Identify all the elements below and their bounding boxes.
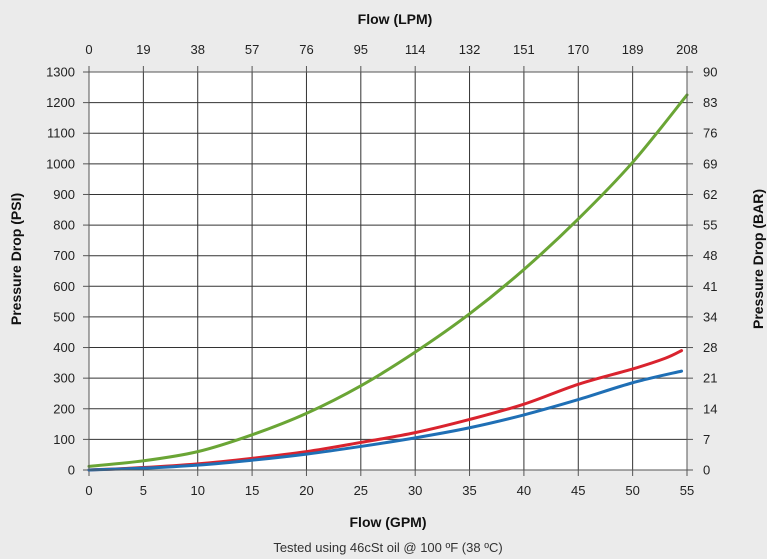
x-tick-label: 55 (680, 483, 694, 498)
y2-tick-label: 55 (703, 218, 717, 233)
y-tick-label: 200 (53, 401, 75, 416)
y2-tick-label: 7 (703, 432, 710, 447)
y-axis-title: Pressure Drop (PSI) (8, 193, 24, 325)
x-tick-label: 50 (625, 483, 639, 498)
x2-tick-label: 57 (245, 42, 259, 57)
y-tick-label: 300 (53, 371, 75, 386)
y-tick-label: 900 (53, 187, 75, 202)
y-tick-label: 1300 (46, 65, 75, 80)
y-tick-label: 1100 (47, 126, 75, 141)
x-tick-label: 25 (354, 483, 368, 498)
x2-axis-title: Flow (LPM) (358, 11, 433, 27)
y-tick-label: 700 (53, 248, 75, 263)
y2-tick-label: 14 (703, 401, 717, 416)
x-axis-title: Flow (GPM) (350, 514, 427, 530)
x-tick-label: 5 (140, 483, 147, 498)
y-tick-label: 500 (53, 309, 75, 324)
y-tick-label: 800 (53, 218, 75, 233)
y2-tick-label: 21 (703, 371, 717, 386)
y2-tick-label: 34 (703, 309, 717, 324)
x2-tick-label: 0 (85, 42, 92, 57)
y-tick-label: 1000 (46, 156, 75, 171)
x2-tick-label: 170 (567, 42, 589, 57)
series-lines (87, 93, 689, 472)
y-tick-label: 400 (53, 340, 75, 355)
test-condition-note: Tested using 46cSt oil @ 100 ºF (38 ºC) (273, 540, 502, 555)
y2-tick-label: 0 (703, 463, 710, 478)
x-tick-label: 45 (571, 483, 585, 498)
x2-tick-label: 132 (459, 42, 481, 57)
x2-tick-label: 151 (513, 42, 535, 57)
x-tick-label: 30 (408, 483, 422, 498)
y2-tick-label: 48 (703, 248, 717, 263)
x2-tick-labels: 0 19 38 57 76 95 114 132 151 170 189 208 (85, 42, 697, 57)
y2-tick-label: 41 (703, 279, 717, 294)
y-tick-label: 100 (53, 432, 75, 447)
y2-axis-title: Pressure Drop (BAR) (750, 189, 766, 329)
y-tick-label: 0 (68, 463, 75, 478)
x-tick-label: 0 (85, 483, 92, 498)
x2-tick-label: 38 (190, 42, 204, 57)
x-tick-label: 40 (517, 483, 531, 498)
x2-tick-label: 208 (676, 42, 698, 57)
x2-tick-label: 95 (354, 42, 368, 57)
y-tick-label: 600 (53, 279, 75, 294)
x-tick-label: 15 (245, 483, 259, 498)
x-tick-label: 35 (462, 483, 476, 498)
y2-tick-labels: 0 7 14 21 28 34 41 48 55 62 69 76 83 90 (703, 65, 717, 478)
plot-area (89, 72, 687, 470)
y2-tick-label: 28 (703, 340, 717, 355)
y-tick-label: 1200 (46, 95, 75, 110)
x-tick-label: 20 (299, 483, 313, 498)
series-line-3 (87, 369, 684, 472)
y2-tick-label: 76 (703, 126, 717, 141)
x2-tick-label: 114 (405, 42, 426, 57)
y-tick-labels: 0 100 200 300 400 500 600 700 800 900 1000 1100 1200… (46, 65, 75, 478)
x2-tick-label: 19 (136, 42, 150, 57)
y2-tick-label: 90 (703, 65, 717, 80)
series-line-1 (87, 93, 689, 468)
plot-border (88, 71, 688, 471)
y2-tick-label: 83 (703, 95, 717, 110)
x2-tick-label: 76 (299, 42, 313, 57)
x-tick-label: 10 (190, 483, 204, 498)
y2-tick-label: 62 (703, 187, 717, 202)
grid-lines (89, 72, 687, 470)
x-tick-labels: 0 5 10 15 20 25 30 35 40 45 50 55 (85, 483, 694, 498)
y2-tick-label: 69 (703, 156, 717, 171)
x2-tick-label: 189 (622, 42, 644, 57)
